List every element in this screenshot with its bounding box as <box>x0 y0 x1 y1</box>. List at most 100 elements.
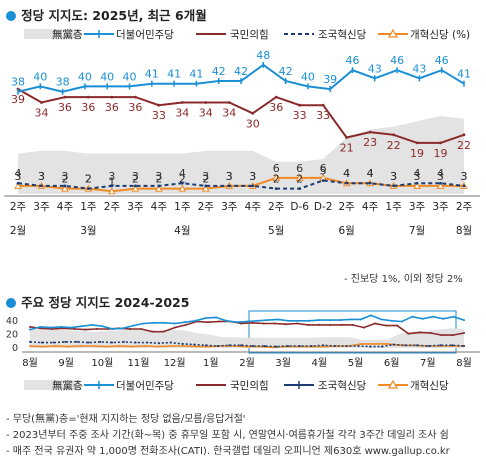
x-tick-label: 3주 <box>409 201 426 213</box>
dem-point <box>370 314 372 317</box>
ppp-data-label: 34 <box>199 107 213 120</box>
rebuild-point <box>75 340 78 343</box>
ppp-point <box>321 103 325 107</box>
reform-point <box>41 345 44 348</box>
dem-point <box>184 321 186 324</box>
x-tick-label: 3월 <box>275 357 291 369</box>
reform-point <box>399 344 402 347</box>
reform-data-label: 1 <box>108 175 115 188</box>
reform-data-label: 2 <box>155 173 162 186</box>
ppp-point <box>418 331 421 334</box>
bottom-notes: - 무당(無黨)층='현재 지지하는 정당 없음/모름/응답거절' - 2023… <box>6 412 484 460</box>
ppp-data-label: 33 <box>152 109 166 122</box>
bottom-line-chart: 0 20 40 8월 9월 10월 11월 12월 1월 2월 3월 4월 5월 6월 7월 8월 <box>6 310 480 369</box>
dem-point <box>70 326 73 329</box>
dem-point <box>463 319 465 322</box>
legend-ppp-label: 국민의힘 <box>230 380 269 392</box>
rebuild-data-label: 3 <box>226 170 233 183</box>
rebuild-data-label: 4 <box>414 167 421 180</box>
reform-data-label: 4 <box>367 167 374 180</box>
x-tick-label: 2주 <box>338 201 355 213</box>
x-tick-label: 9월 <box>58 357 74 369</box>
ppp-point <box>284 323 287 326</box>
x-tick-label: 8월 <box>456 357 472 369</box>
top-legend: 無黨층 더불어민주당 국민의힘 조국혁신당 개혁신당 (%) <box>0 26 486 42</box>
ppp-point <box>40 101 43 104</box>
ppp-data-label: 36 <box>81 101 95 114</box>
rebuild-point <box>228 344 231 347</box>
rebuild-data-label: 2 <box>273 173 280 186</box>
x-tick-label: 10월 <box>91 357 113 369</box>
reform-point <box>436 181 445 189</box>
dem-data-label: 46 <box>390 54 404 67</box>
top-line-chart: 3 3 2 2 1 2 2 2 2 3 36 6 6 4 4 3 3 3 34 3 3 2 3 3 3 4 3 3 3 2 25 4 4 3 4 4 3… <box>4 49 480 237</box>
dem-point <box>173 322 176 325</box>
rebuild-point <box>392 343 395 346</box>
reform-point <box>194 345 197 348</box>
reform-point <box>182 344 185 347</box>
rebuild-point <box>40 184 43 188</box>
x-tick-label: 7월 <box>420 357 436 369</box>
rebuild-point <box>216 344 219 347</box>
y-tick-label: 40 <box>6 316 18 327</box>
ppp-point <box>151 330 154 333</box>
reform-data-label: 6 <box>273 162 280 175</box>
rebuild-point <box>169 341 172 344</box>
x-tick-label: 4주 <box>151 201 168 213</box>
dem-point <box>452 315 455 318</box>
rebuild-line <box>17 179 465 190</box>
rebuild-point <box>462 184 466 188</box>
ppp-data-label: 34 <box>34 107 48 120</box>
reform-point <box>386 342 389 345</box>
x-tick-label: 2주 <box>456 201 473 213</box>
dem-data-label: 41 <box>145 68 159 81</box>
rebuild-data-label: 4 <box>437 167 444 180</box>
dem-data-label: 40 <box>301 70 315 83</box>
note-line: - 매주 전국 유권자 약 1,000명 전화조사(CATI). 한국갤럽 데일… <box>6 446 450 457</box>
month-label: 5월 <box>268 225 284 237</box>
x-tick-label: 12월 <box>164 357 186 369</box>
x-tick-label: 1주 <box>385 201 402 213</box>
ppp-point <box>296 322 299 325</box>
ppp-point <box>129 327 132 330</box>
x-tick-label: 11월 <box>128 357 150 369</box>
legend-reform-label: 개혁신당 <box>410 380 449 392</box>
ppp-data-label: 34 <box>175 107 189 120</box>
reform-data-label: 3 <box>226 170 233 183</box>
top-title-row: 정당 지지도: 2025년, 최근 6개월 <box>6 5 207 24</box>
bottom-chart-title: 주요 정당 지지도 2024-2025 <box>21 295 190 310</box>
y-tick-label: 0 <box>12 343 18 354</box>
dem-point <box>80 325 83 328</box>
rebuild-point <box>99 340 102 343</box>
ppp-data-label: 21 <box>340 141 354 154</box>
dem-point <box>328 319 331 322</box>
x-tick-label: 3주 <box>127 201 144 213</box>
reform-point <box>105 345 108 348</box>
reform-point <box>131 184 140 192</box>
rebuild-point <box>134 341 137 344</box>
x-tick-label: 1주 <box>174 201 191 213</box>
reform-point <box>54 344 57 347</box>
rebuild-point <box>345 344 348 347</box>
dem-data-label: 41 <box>189 68 203 81</box>
x-tick-label: 4월 <box>312 357 328 369</box>
rebuild-point <box>310 344 313 347</box>
dem-point <box>91 323 93 326</box>
dem-data-label: 40 <box>78 70 92 83</box>
rebuild-point <box>63 184 67 188</box>
rebuild-point <box>298 187 302 191</box>
dem-point <box>339 319 341 322</box>
dem-point <box>122 327 124 330</box>
ppp-data-label: 30 <box>246 117 260 130</box>
rebuild-data-label: 3 <box>38 170 45 183</box>
top-chart-title: 정당 지지도: 2025년, 최근 6개월 <box>21 8 207 23</box>
dem-data-label: 43 <box>368 62 382 75</box>
ppp-point <box>462 133 466 137</box>
ppp-point <box>157 103 161 107</box>
dem-point <box>308 319 310 322</box>
ppp-point <box>227 101 231 104</box>
ppp-point <box>318 323 321 326</box>
reform-data-label: 3 <box>414 170 421 183</box>
legend-dem-label: 더불어민주당 <box>116 29 174 41</box>
rebuild-point <box>52 341 55 344</box>
